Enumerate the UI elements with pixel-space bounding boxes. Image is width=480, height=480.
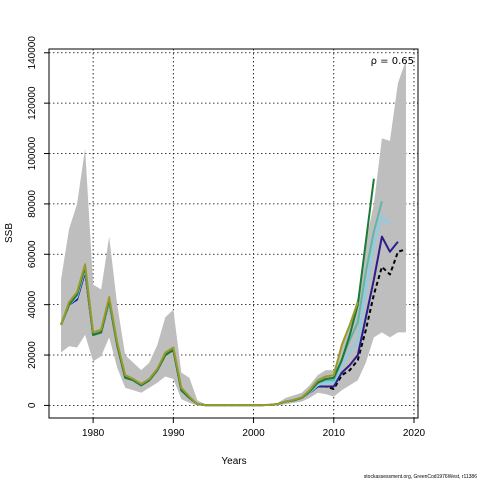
y-tick-label: 80000 xyxy=(27,190,38,218)
series-lines xyxy=(60,178,407,407)
x-tick-label: 1990 xyxy=(162,428,185,439)
rho-annotation: ρ = 0.65 xyxy=(371,56,414,67)
x-axis-title: Years xyxy=(221,456,246,467)
x-tick-label: 2010 xyxy=(323,428,346,439)
y-tick-label: 40000 xyxy=(27,290,38,318)
x-axis: 1980 1990 2000 2010 2020 xyxy=(82,418,426,439)
y-tick-label: 60000 xyxy=(27,240,38,268)
x-tick-label: 2020 xyxy=(403,428,426,439)
y-axis: 0 20000 40000 60000 80000 100000 120000 140000 xyxy=(27,36,49,408)
footer-credit: stockassessment.org, GreenCod1976West, r… xyxy=(364,474,477,480)
x-tick-label: 1980 xyxy=(82,428,105,439)
y-tick-label: 120000 xyxy=(27,86,38,120)
y-tick-label: 100000 xyxy=(27,136,38,170)
y-tick-label: 20000 xyxy=(27,341,38,369)
y-axis-title: SSB xyxy=(4,223,15,243)
y-tick-label: 0 xyxy=(27,402,38,408)
plot-frame xyxy=(48,48,419,419)
y-tick-label: 140000 xyxy=(27,36,38,70)
series-line-6 xyxy=(60,263,359,407)
x-tick-label: 2000 xyxy=(242,428,265,439)
